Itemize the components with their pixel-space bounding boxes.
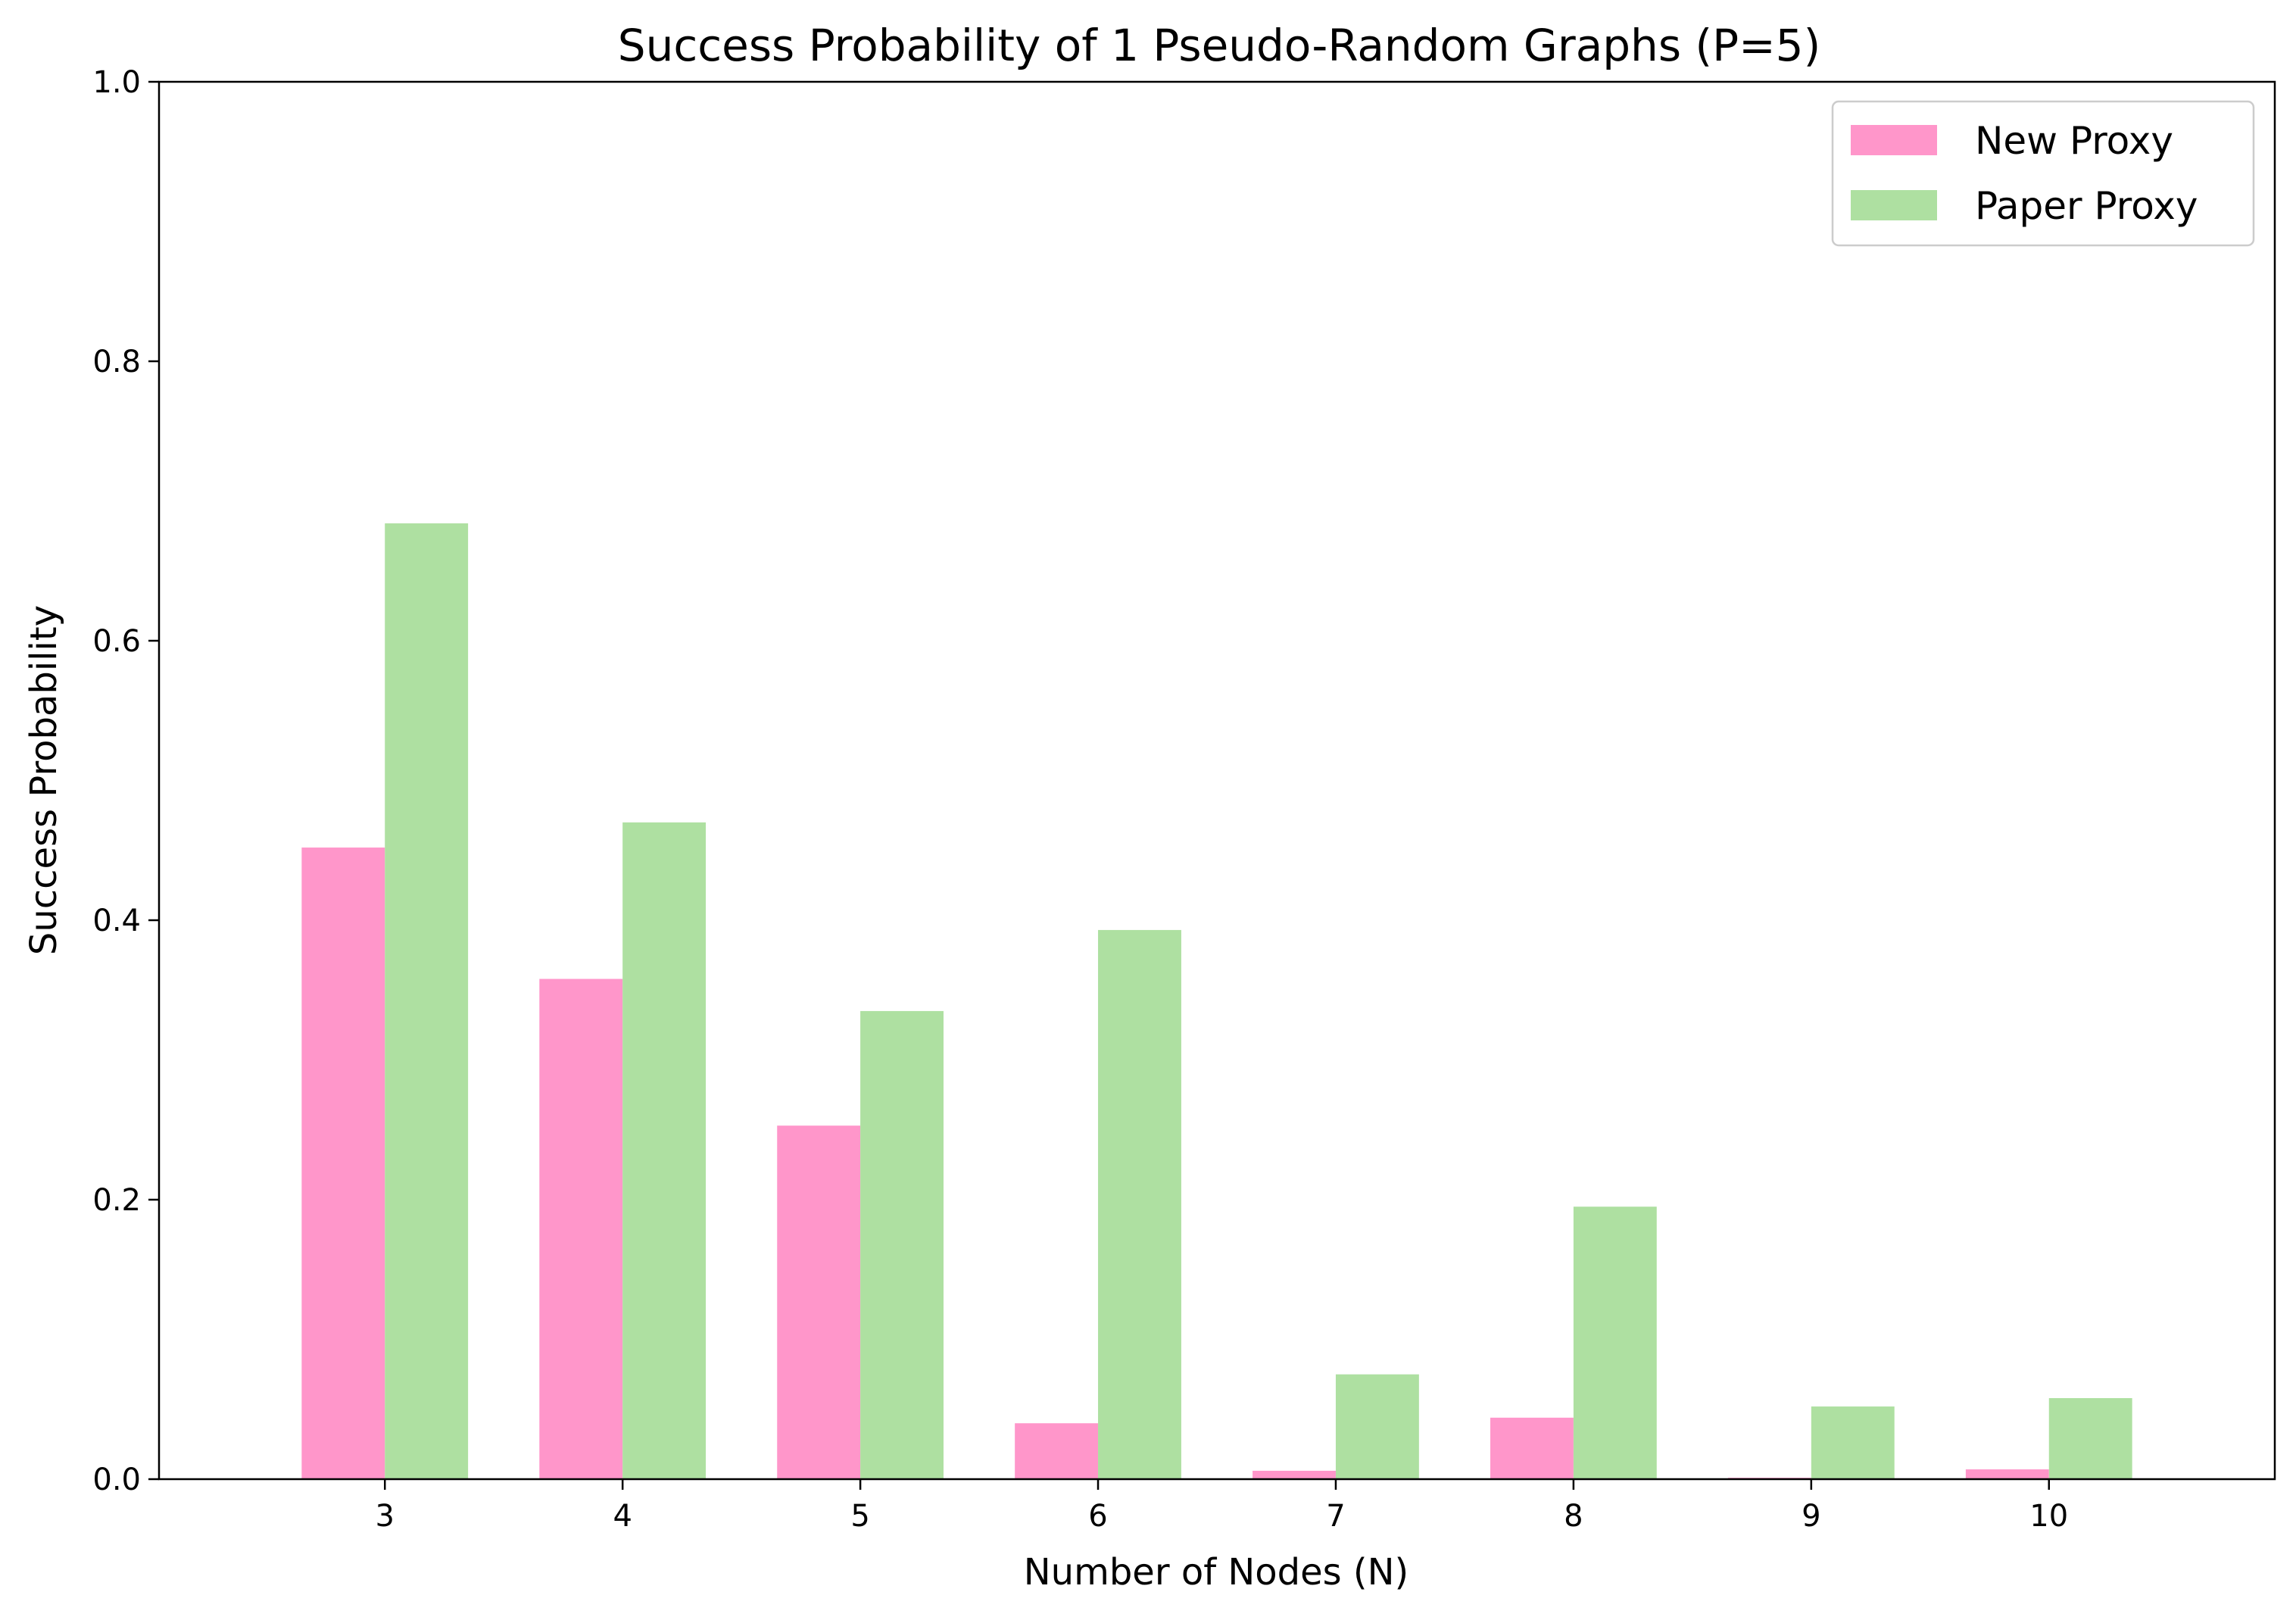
legend-frame — [1831, 100, 2255, 247]
bar-new-proxy-n6 — [1015, 1423, 1099, 1479]
legend-swatch-paper-proxy — [1851, 190, 1937, 220]
bar-new-proxy-n3 — [301, 848, 385, 1479]
x-tick-label: 3 — [376, 1499, 395, 1534]
bar-new-proxy-n10 — [1965, 1469, 2049, 1479]
bar-paper-proxy-n5 — [860, 1010, 944, 1479]
y-tick-label: 0.4 — [92, 904, 141, 938]
bar-paper-proxy-n6 — [1098, 929, 1181, 1479]
bar-new-proxy-n8 — [1490, 1417, 1574, 1479]
legend-swatch-new-proxy — [1851, 125, 1937, 155]
legend: New Proxy Paper Proxy — [1831, 100, 2255, 247]
y-axis-label: Success Probability — [23, 605, 65, 955]
plot-frame — [158, 80, 2276, 1481]
bar-paper-proxy-n10 — [2048, 1397, 2132, 1479]
bar-paper-proxy-n7 — [1335, 1374, 1419, 1479]
bar-new-proxy-n7 — [1253, 1470, 1336, 1479]
x-tick-label: 8 — [1564, 1499, 1583, 1534]
bar-paper-proxy-n8 — [1573, 1207, 1657, 1479]
bar-new-proxy-n4 — [539, 979, 623, 1479]
bar-paper-proxy-n4 — [622, 822, 707, 1479]
y-tick-label: 0.2 — [92, 1183, 141, 1218]
x-tick-label: 9 — [1802, 1499, 1820, 1534]
bars-layer — [301, 523, 2132, 1479]
x-axis-ticks: 3 4 5 6 7 8 9 10 — [376, 1479, 2068, 1534]
x-axis-label: Number of Nodes (N) — [1024, 1551, 1409, 1594]
y-axis-ticks: 0.0 0.2 0.4 0.6 0.8 1.0 — [92, 65, 159, 1497]
x-tick-label: 6 — [1088, 1499, 1107, 1534]
bar-paper-proxy-n3 — [385, 523, 469, 1479]
x-tick-label: 7 — [1326, 1499, 1345, 1534]
y-tick-label: 0.0 — [92, 1462, 141, 1497]
legend-label-paper-proxy: Paper Proxy — [1975, 184, 2198, 228]
bar-new-proxy-n5 — [777, 1125, 861, 1479]
chart-title: Success Probability of 1 Pseudo-Random G… — [618, 20, 1820, 71]
y-tick-label: 0.6 — [92, 624, 141, 659]
bar-paper-proxy-n9 — [1811, 1406, 1895, 1479]
x-tick-label: 10 — [2029, 1499, 2068, 1534]
y-tick-label: 1.0 — [92, 65, 141, 100]
x-tick-label: 4 — [613, 1499, 632, 1534]
legend-label-new-proxy: New Proxy — [1975, 119, 2173, 163]
x-tick-label: 5 — [850, 1499, 869, 1534]
y-tick-label: 0.8 — [92, 345, 141, 379]
